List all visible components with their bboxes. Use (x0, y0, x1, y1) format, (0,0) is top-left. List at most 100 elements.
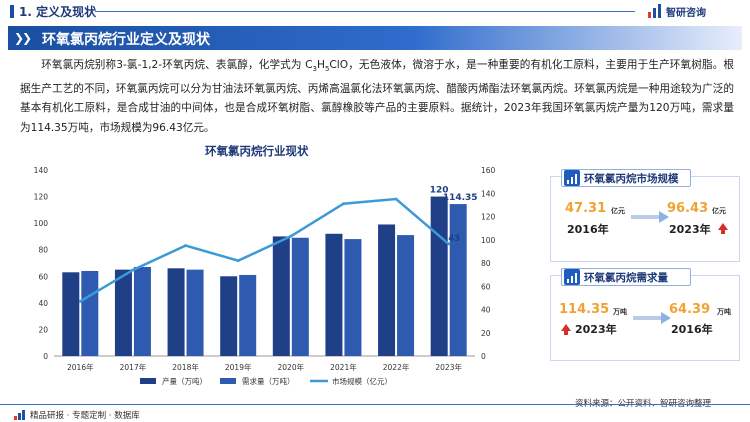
logo: 智研咨询 (648, 3, 706, 19)
formula-subscript-h: 5 (324, 65, 330, 74)
combo-chart: 0 20 40 60 80 100 120 140 0 20 40 60 80 100 120 140 160 2… (34, 166, 496, 386)
line-point (78, 299, 82, 303)
legend-label: 产量（万吨） (162, 376, 207, 386)
legend-swatch (220, 378, 236, 384)
demand-card-header: 环氧氯丙烷需求量 (561, 268, 691, 286)
bar-demand (344, 239, 362, 356)
line-market-size (79, 197, 450, 303)
x-tick-label: 2020年 (278, 362, 305, 372)
section-title: 1. 定义及现状 (19, 5, 97, 19)
top-header: 1. 定义及现状 智研咨询 (0, 0, 750, 22)
y-right-tick-label: 100 (481, 236, 496, 245)
y-left-tick-label: 40 (38, 299, 48, 308)
chevron-right-icon: ❯❯ (14, 31, 32, 45)
bar-production (220, 276, 238, 356)
bar-production (378, 224, 396, 356)
paragraph-part1: 环氧氯丙烷别称3-氯-1,2-环氧丙烷、表氯醇，化学式为 C (41, 59, 313, 71)
demand-card-title: 环氧氯丙烷需求量 (584, 271, 668, 284)
data-label-demand: 114.35 (443, 193, 478, 203)
x-tick-label: 2022年 (383, 362, 410, 372)
y-left-tick-label: 60 (38, 272, 48, 281)
line-point (184, 244, 188, 248)
y-right-tick-label: 120 (481, 213, 496, 222)
market-to-unit: 亿元 (712, 207, 726, 215)
bar-production (167, 268, 185, 356)
y-left-tick-label: 0 (43, 352, 48, 361)
formula-subscript-c: 3 (312, 65, 317, 74)
arrow-right-icon (633, 312, 671, 324)
bar-demand (291, 237, 309, 356)
footer: 精品研报 · 专题定制 · 数据库 (0, 404, 750, 422)
demand-left-unit: 万吨 (613, 308, 627, 316)
data-label-market: .43 (445, 234, 460, 244)
footer-logo-icon (14, 410, 26, 420)
line-point (131, 268, 135, 272)
x-tick-label: 2018年 (172, 362, 199, 372)
y-right-tick-label: 20 (481, 329, 491, 338)
market-from-unit: 亿元 (611, 207, 625, 215)
bar-production (430, 196, 448, 356)
header-divider (95, 11, 635, 12)
y-left-tick-label: 140 (34, 166, 49, 175)
data-label-production: 120 (430, 186, 449, 196)
y-right-tick-label: 160 (481, 166, 496, 175)
x-tick-label: 2023年 (435, 362, 462, 372)
demand-card: 环氧氯丙烷需求量 114.35 万吨 2023年 64.39 万吨 2016年 (550, 268, 740, 361)
y-left-tick-label: 100 (34, 219, 49, 228)
section-marker (10, 5, 14, 18)
bar-demand (186, 269, 204, 356)
x-tick-label: 2016年 (67, 362, 94, 372)
legend-label: 需求量（万吨） (242, 376, 295, 386)
bar-production (114, 269, 132, 356)
line-point (341, 202, 345, 206)
x-tick-label: 2019年 (225, 362, 252, 372)
demand-right-value: 64.39 (669, 302, 711, 317)
bar-chart-icon (564, 170, 580, 186)
demand-right-year: 2016年 (671, 323, 713, 336)
title-banner: ❯❯ 环氧氯丙烷行业定义及现状 (8, 26, 742, 50)
arrow-up-icon (718, 223, 728, 234)
bar-demand (449, 204, 467, 356)
demand-right-unit: 万吨 (717, 308, 731, 316)
bar-production (325, 233, 343, 356)
bar-demand (81, 270, 99, 356)
chart-title: 环氧氯丙烷行业现状 (205, 144, 309, 158)
bar-demand (133, 266, 151, 356)
logo-text: 智研咨询 (666, 7, 706, 19)
bar-production (62, 272, 80, 356)
y-right-tick-label: 40 (481, 306, 491, 315)
bar-demand (239, 274, 257, 356)
line-point (447, 242, 451, 246)
y-right-tick-label: 80 (481, 259, 491, 268)
market-from-value: 47.31 (565, 201, 607, 216)
bar-production (272, 236, 290, 356)
line-point (394, 197, 398, 201)
y-left-tick-label: 80 (38, 246, 48, 255)
market-to-value: 96.43 (667, 201, 709, 216)
legend-label: 市场规模（亿元） (332, 376, 392, 386)
market-card-header: 环氧氯丙烷市场规模 (561, 169, 691, 187)
line-point (289, 234, 293, 238)
bar-demand (397, 235, 415, 356)
y-right-tick-label: 0 (481, 352, 486, 361)
y-left-tick-label: 120 (34, 193, 49, 202)
market-size-card: 环氧氯丙烷市场规模 47.31 亿元 2016年 96.43 亿元 2023年 (550, 169, 740, 262)
line-point (236, 259, 240, 263)
logo-icon (648, 4, 663, 18)
x-tick-label: 2017年 (120, 362, 147, 372)
market-to-year: 2023年 (669, 223, 711, 236)
legend-swatch (140, 378, 156, 384)
footer-divider (0, 404, 750, 405)
arrow-right-icon (631, 211, 669, 223)
y-left-tick-label: 20 (38, 325, 48, 334)
arrow-up-icon (561, 324, 571, 335)
paragraph-part3: ClO，无色液体，微溶于水，是一种重要的有机化工原料，主要用于生产环氧树脂。根据… (20, 59, 734, 134)
market-card-title: 环氧氯丙烷市场规模 (584, 172, 679, 185)
footer-tagline: 精品研报 · 专题定制 · 数据库 (30, 411, 140, 421)
x-tick-label: 2021年 (330, 362, 357, 372)
page-title: 环氧氯丙烷行业定义及现状 (42, 32, 210, 48)
y-right-tick-label: 60 (481, 282, 491, 291)
demand-left-value: 114.35 (559, 302, 610, 317)
market-from-year: 2016年 (567, 223, 609, 236)
y-right-tick-label: 140 (481, 189, 496, 198)
